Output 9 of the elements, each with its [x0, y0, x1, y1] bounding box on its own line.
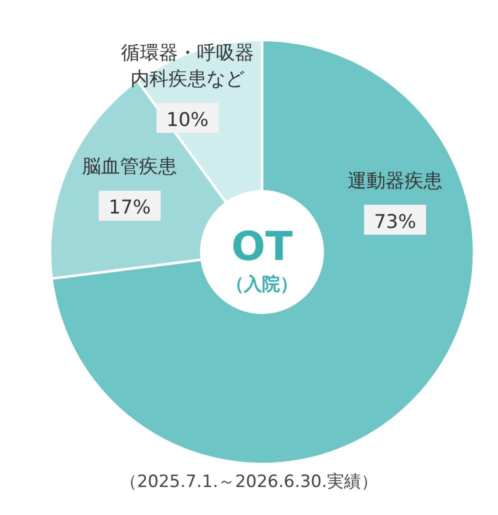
data-label: 17% — [108, 196, 151, 219]
data-label: 73% — [374, 210, 416, 233]
slice-label: 運動器疾患 — [348, 170, 443, 192]
slice-label: 脳血管疾患 — [82, 156, 178, 178]
text: （2025.7.1.～2026.6.30.実績） — [120, 472, 378, 492]
text: （入院） — [226, 274, 298, 295]
data-label: 10% — [166, 108, 209, 131]
slice-label: 循環器・呼吸器内科疾患など — [121, 42, 254, 90]
text: OT — [231, 224, 294, 270]
